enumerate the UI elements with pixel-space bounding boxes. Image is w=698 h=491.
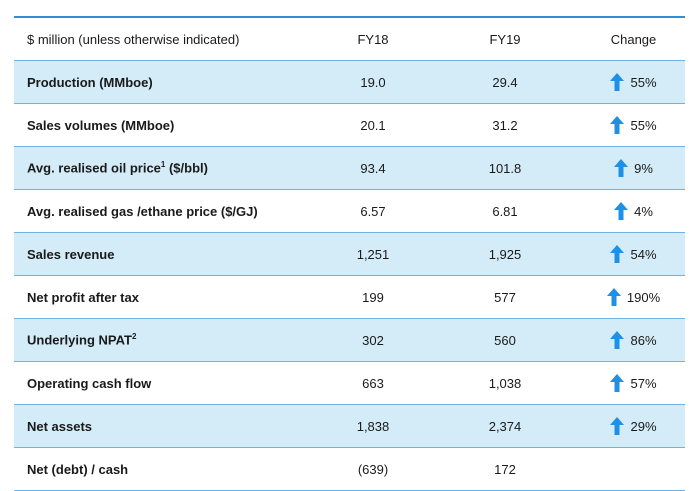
- fy18-value: 19.0: [360, 74, 386, 90]
- row-label-text: Avg. realised oil price: [27, 160, 161, 176]
- fy18-value: 1,838: [356, 418, 390, 434]
- fy19-value: 1,925: [488, 246, 522, 262]
- fy19-value: 101.8: [488, 160, 522, 176]
- row-label-suffix: ($/bbl): [165, 160, 208, 176]
- change-value: 9%: [634, 160, 653, 176]
- footnote-marker: 2: [131, 332, 137, 342]
- table-row: Net assets 1,838 2,374 29%: [14, 405, 685, 448]
- row-label-text: Sales volumes (MMboe): [27, 117, 175, 133]
- table-row: Sales volumes (MMboe) 20.1 31.2 55%: [14, 104, 685, 147]
- row-label-text: Net profit after tax: [27, 289, 139, 305]
- row-label-text: Net (debt) / cash: [27, 461, 129, 477]
- fy19-value: 560: [494, 332, 516, 348]
- change-value: 4%: [634, 203, 653, 219]
- row-label: Net (debt) / cash: [14, 462, 318, 477]
- change-cell: 190%: [582, 288, 685, 306]
- table-row: Avg. realised oil price1 ($/bbl) 93.4 101.…: [14, 147, 685, 190]
- table-row: Production (MMboe) 19.0 29.4 55%: [14, 61, 685, 104]
- footnote-marker: 1: [160, 160, 166, 170]
- financial-summary-table: $ million (unless otherwise indicated) F…: [14, 16, 685, 491]
- row-label-text: Net assets: [27, 418, 93, 434]
- row-label: Underlying NPAT2: [14, 332, 318, 347]
- table-row: Sales revenue 1,251 1,925 54%: [14, 233, 685, 276]
- row-label: Net profit after tax: [14, 290, 318, 305]
- change-cell: 86%: [582, 331, 685, 349]
- row-label: Avg. realised oil price1 ($/bbl): [14, 160, 318, 175]
- change-cell: 55%: [582, 116, 685, 134]
- change-cell: 29%: [582, 417, 685, 435]
- fy19-value: 2,374: [488, 418, 522, 434]
- header-fy18: FY18: [357, 31, 389, 47]
- row-label-text: Sales revenue: [27, 246, 115, 262]
- fy18-value: 199: [362, 289, 384, 305]
- up-arrow-icon: [614, 202, 629, 220]
- fy18-value: 1,251: [356, 246, 390, 262]
- change-value: 29%: [630, 418, 657, 434]
- fy18-value: 6.57: [360, 203, 386, 219]
- fy19-value: 31.2: [492, 117, 518, 133]
- up-arrow-icon: [610, 374, 625, 392]
- table-row: Operating cash flow 663 1,038 57%: [14, 362, 685, 405]
- fy18-value: 20.1: [360, 117, 386, 133]
- fy19-value: 577: [494, 289, 516, 305]
- table-row: Avg. realised gas /ethane price ($/GJ) 6.…: [14, 190, 685, 233]
- fy18-value: (639): [357, 461, 389, 477]
- change-cell: 54%: [582, 245, 685, 263]
- change-value: 55%: [630, 74, 657, 90]
- fy18-value: 663: [362, 375, 384, 391]
- fy18-value: 93.4: [360, 160, 386, 176]
- up-arrow-icon: [610, 116, 625, 134]
- up-arrow-icon: [610, 417, 625, 435]
- up-arrow-icon: [610, 73, 625, 91]
- row-label: Production (MMboe): [14, 75, 318, 90]
- up-arrow-icon: [614, 159, 629, 177]
- header-label: $ million (unless otherwise indicated): [27, 31, 240, 47]
- fy19-value: 1,038: [488, 375, 522, 391]
- fy18-value: 302: [362, 332, 384, 348]
- row-label-text: Operating cash flow: [27, 375, 152, 391]
- header-change: Change: [610, 31, 657, 47]
- header-fy19: FY19: [489, 31, 521, 47]
- row-label: Operating cash flow: [14, 376, 318, 391]
- row-label: Sales volumes (MMboe): [14, 118, 318, 133]
- change-cell: 9%: [582, 159, 685, 177]
- change-value: 55%: [630, 117, 657, 133]
- table-body: Production (MMboe) 19.0 29.4 55% Sales volum…: [14, 61, 685, 491]
- table-row: Net profit after tax 199 577 190%: [14, 276, 685, 319]
- change-value: 86%: [630, 332, 657, 348]
- change-cell: 4%: [582, 202, 685, 220]
- row-label: Net assets: [14, 419, 318, 434]
- row-label-text: Avg. realised gas /ethane price ($/GJ): [27, 203, 258, 219]
- change-cell: 57%: [582, 374, 685, 392]
- row-label-text: Underlying NPAT: [27, 332, 132, 348]
- up-arrow-icon: [610, 331, 625, 349]
- row-label: Sales revenue: [14, 247, 318, 262]
- table-row: Net (debt) / cash (639) 172: [14, 448, 685, 491]
- change-value: 190%: [626, 289, 661, 305]
- table-row: Underlying NPAT2 302 560 86%: [14, 319, 685, 362]
- fy19-value: 6.81: [492, 203, 518, 219]
- row-label-text: Production (MMboe): [27, 74, 153, 90]
- fy19-value: 172: [494, 461, 516, 477]
- up-arrow-icon: [606, 288, 621, 306]
- change-cell: 55%: [582, 73, 685, 91]
- row-label: Avg. realised gas /ethane price ($/GJ): [14, 204, 318, 219]
- table-header-row: $ million (unless otherwise indicated) F…: [14, 18, 685, 61]
- change-value: 57%: [630, 375, 657, 391]
- change-value: 54%: [630, 246, 657, 262]
- up-arrow-icon: [610, 245, 625, 263]
- fy19-value: 29.4: [492, 74, 518, 90]
